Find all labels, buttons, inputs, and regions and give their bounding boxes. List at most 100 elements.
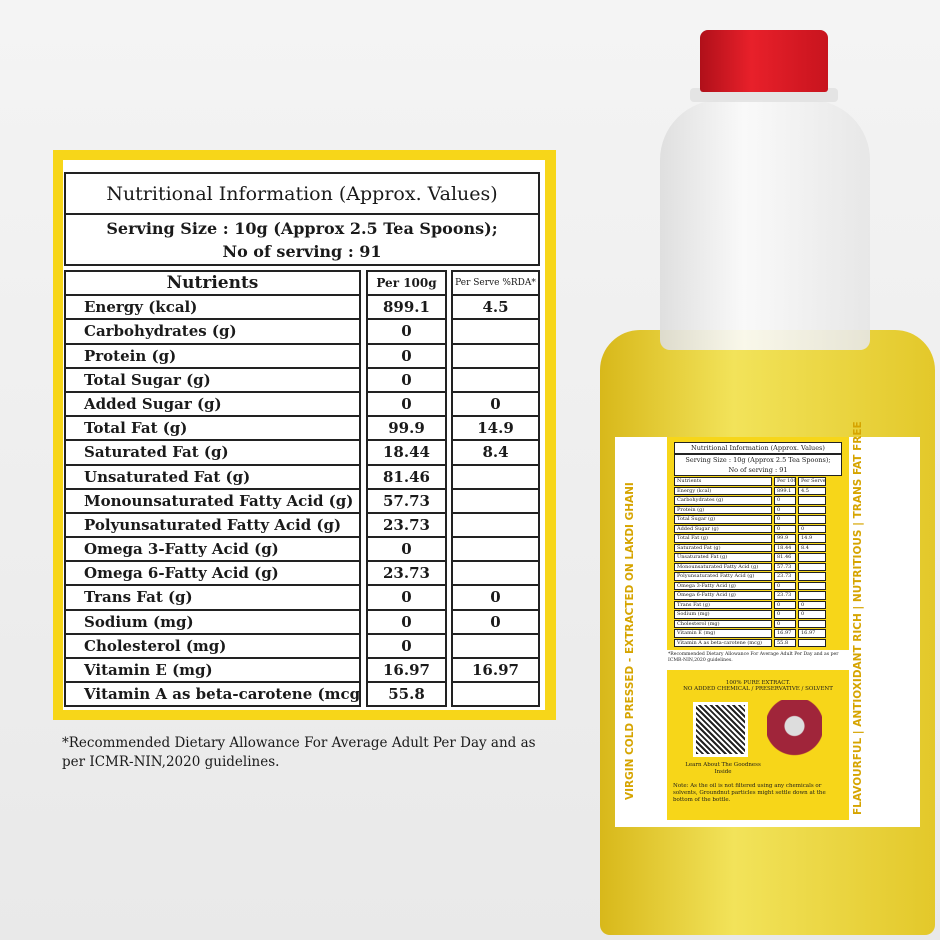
mini-cell: [798, 581, 826, 590]
serving-size: Serving Size : 10g (Approx 2.5 Tea Spoon…: [106, 219, 498, 238]
mini-cell: 0: [774, 505, 796, 514]
rda-value: 0: [453, 611, 538, 635]
nutrient-name: Protein (g): [66, 345, 359, 369]
mini-cell: 18.44: [774, 543, 796, 552]
mini-cell: [798, 553, 826, 562]
mini-footnote: *Recommended Dietary Allowance For Avera…: [668, 652, 839, 663]
rda-value: [453, 490, 538, 514]
nutrient-name: Polyunsaturated Fatty Acid (g): [66, 514, 359, 539]
rda-value: [453, 538, 538, 563]
mini-cell: Carbohydrates (g): [674, 496, 772, 505]
rda-value: 16.97: [453, 659, 538, 684]
rda-value: [453, 369, 538, 393]
rda-value: [453, 562, 538, 587]
per-100g-value: 0: [368, 538, 445, 563]
mini-cell: 16.97: [798, 629, 826, 638]
per-100g-value: 0: [368, 393, 445, 418]
per-100g-value: 18.44: [368, 441, 445, 466]
mini-cell: Omega 3-Fatty Acid (g): [674, 581, 772, 590]
per-100g-value: 0: [368, 611, 445, 635]
mini-serving: Serving Size : 10g (Approx 2.5 Tea Spoon…: [674, 454, 842, 476]
mini-cell: Polyunsaturated Fatty Acid (g): [674, 572, 772, 581]
nutrient-name: Monounsaturated Fatty Acid (g): [66, 490, 359, 514]
mini-cell: Trans Fat (g): [674, 600, 772, 609]
mini-nutrients-header: Nutrients: [674, 477, 772, 486]
side-text-right: FLAVOURFUL | ANTIOXIDANT RICH | NUTRITIO…: [852, 421, 864, 815]
mini-cell: [798, 619, 826, 628]
rda-value: 8.4: [453, 441, 538, 466]
mini-cell: [798, 638, 826, 647]
per-100g-header: Per 100g: [368, 272, 445, 297]
mini-servings-count: No of serving : 91: [728, 466, 788, 474]
claim-line-2: NO ADDED CHEMICAL / PRESERVATIVE / SOLVE…: [683, 686, 833, 692]
mini-cell: 0: [774, 496, 796, 505]
rda-value: [453, 466, 538, 490]
mini-cell: Unsaturated Fat (g): [674, 553, 772, 562]
mini-cell: [798, 591, 826, 600]
mini-cell: [798, 562, 826, 571]
mini-cell: Sodium (mg): [674, 610, 772, 619]
mini-cell: 0: [774, 515, 796, 524]
mini-cell: Total Fat (g): [674, 534, 772, 543]
per-100g-value: 99.9: [368, 417, 445, 442]
rda-value: 0: [453, 393, 538, 418]
label-lower-section: 100% PURE EXTRACT. NO ADDED CHEMICAL / P…: [667, 670, 849, 820]
sediment-note: Note: As the oil is not filtered using a…: [673, 783, 826, 803]
nutrient-name: Sodium (mg): [66, 611, 359, 635]
nutrient-name: Total Sugar (g): [66, 369, 359, 393]
mini-cell: Cholesterol (mg): [674, 619, 772, 628]
mini-cell: 55.8: [774, 638, 796, 647]
mini-cell: Energy (kcal): [674, 486, 772, 495]
rda-value: 14.9: [453, 417, 538, 442]
per-100g-value: 23.73: [368, 562, 445, 587]
per-100g-column: Per 100g 899.1 0 0 0 0 99.9 18.44 81.46 57.73 23.7…: [366, 270, 447, 707]
mini-cell: [798, 515, 826, 524]
mini-cell: 0: [798, 600, 826, 609]
per-100g-value: 23.73: [368, 514, 445, 539]
mini-cell: 0: [774, 524, 796, 533]
mini-cell: 23.73: [774, 572, 796, 581]
mini-cell: [798, 496, 826, 505]
mini-cell: Protein (g): [674, 505, 772, 514]
nutrient-name: Omega 6-Fatty Acid (g): [66, 562, 359, 587]
rda-value: [453, 345, 538, 369]
per-100g-value: 0: [368, 586, 445, 611]
rda-value: [453, 635, 538, 659]
qr-code[interactable]: [693, 702, 748, 757]
serving-info: Serving Size : 10g (Approx 2.5 Tea Spoon…: [64, 213, 540, 266]
claim-line-1: 100% PURE EXTRACT.: [725, 680, 791, 686]
mini-serving-size: Serving Size : 10g (Approx 2.5 Tea Spoon…: [685, 456, 831, 464]
bottle-neck: [660, 100, 870, 350]
mini-nutrition-label: Nutritional Information (Approx. Values)…: [667, 437, 849, 650]
nutrition-panel: Nutritional Information (Approx. Values)…: [53, 150, 556, 720]
mini-cell: 4.5: [798, 486, 826, 495]
rda-value: 0: [453, 586, 538, 611]
rda-value: 4.5: [453, 296, 538, 321]
nutrient-name: Energy (kcal): [66, 296, 359, 321]
nutrient-name: Saturated Fat (g): [66, 441, 359, 466]
footnote: *Recommended Dietary Allowance For Avera…: [62, 735, 536, 770]
mini-cell: Monounsaturated Fatty Acid (g): [674, 562, 772, 571]
per-100g-value: 0: [368, 369, 445, 393]
nutrient-name: Unsaturated Fat (g): [66, 466, 359, 490]
mini-cell: 0: [774, 581, 796, 590]
per-100g-value: 16.97: [368, 659, 445, 684]
per-100g-value: 55.8: [388, 685, 425, 704]
per-100g-value: 0: [368, 345, 445, 369]
qr-caption: Learn About The Goodness Inside: [685, 762, 761, 775]
mini-cell: 14.9: [798, 534, 826, 543]
mini-cell: Vitamin A as beta-carotene (mcg): [674, 638, 772, 647]
lakdi-ghani-machine-illustration: [767, 700, 822, 765]
mini-cell: 0: [798, 610, 826, 619]
mini-rda-header: Per Serve %RDA*: [798, 477, 826, 486]
mini-cell: 57.73: [774, 562, 796, 571]
nutrient-name: Trans Fat (g): [66, 586, 359, 611]
mini-per-100g-header: Per 100g: [774, 477, 796, 486]
mini-cell: Added Sugar (g): [674, 524, 772, 533]
nutrition-card: Nutritional Information (Approx. Values)…: [63, 160, 545, 710]
mini-cell: 16.97: [774, 629, 796, 638]
rda-value: [453, 514, 538, 539]
per-100g-value: 57.73: [368, 490, 445, 514]
rda-header: Per Serve %RDA*: [453, 272, 538, 297]
